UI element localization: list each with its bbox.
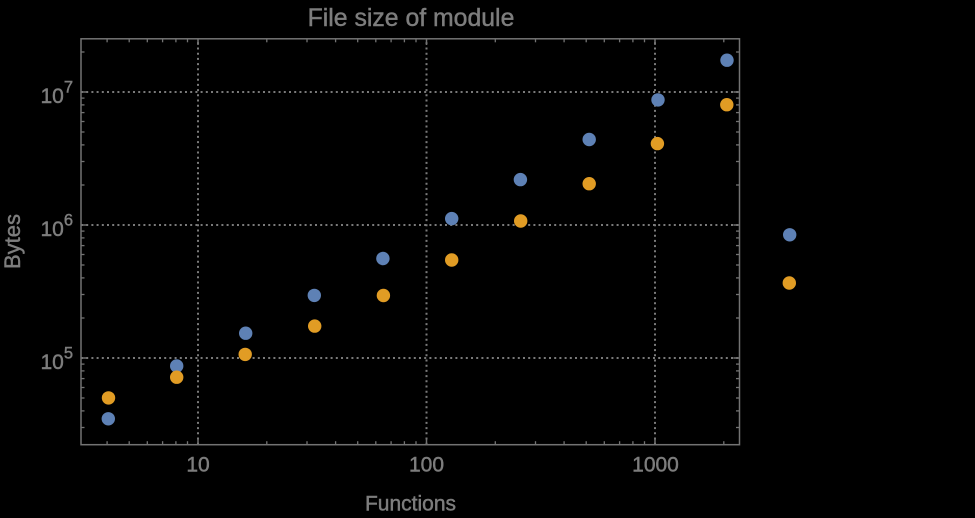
svg-text:100: 100 [409, 453, 444, 476]
svg-text:Bytes: Bytes [0, 214, 25, 269]
svg-text:1000: 1000 [632, 453, 679, 476]
svg-text:File size of module: File size of module [308, 5, 515, 32]
svg-text:Functions: Functions [365, 492, 456, 513]
svg-text:10: 10 [186, 453, 209, 476]
